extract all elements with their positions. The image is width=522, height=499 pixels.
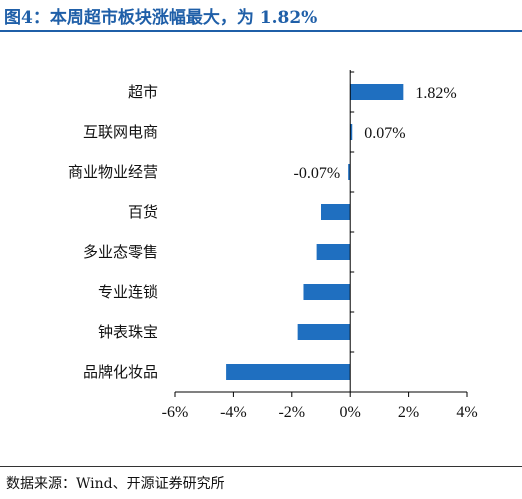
x-tick-label: -4% <box>220 404 247 421</box>
source-note: 数据来源：Wind、开源证券研究所 <box>6 476 225 492</box>
x-tick-label: -2% <box>278 404 305 421</box>
category-label: 钟表珠宝 <box>98 323 158 341</box>
x-tick-label: 4% <box>456 404 477 421</box>
bar <box>297 324 351 340</box>
chart-title: 图4：本周超市板块涨幅最大，为 1.82% <box>4 8 318 28</box>
bar-chart: 超市 1.82% 互联网电商 0.07% 商业物业经营 -0.07% 百货多业态零售专业连锁… <box>68 70 478 421</box>
bar <box>321 204 351 220</box>
bar <box>316 244 351 260</box>
category-label: 超市 <box>128 83 158 101</box>
title-bar: 图4：本周超市板块涨幅最大，为 1.82% <box>0 0 522 32</box>
data-label: 1.82% <box>415 85 456 102</box>
bar <box>350 124 353 140</box>
category-label: 品牌化妆品 <box>83 363 158 381</box>
x-tick-label: 0% <box>340 404 361 421</box>
bar <box>226 364 351 380</box>
bar <box>348 164 351 180</box>
title-divider <box>0 30 522 32</box>
category-label: 多业态零售 <box>83 243 158 261</box>
category-label: 专业连锁 <box>98 283 158 301</box>
category-label: 百货 <box>128 203 158 221</box>
x-tick-label: -6% <box>162 404 189 421</box>
data-label: 0.07% <box>364 125 405 142</box>
bar <box>350 84 404 100</box>
data-label: -0.07% <box>293 165 340 182</box>
x-tick-label: 2% <box>398 404 419 421</box>
bar <box>303 284 351 300</box>
source-divider <box>0 466 522 467</box>
category-label: 商业物业经营 <box>68 163 158 181</box>
category-label: 互联网电商 <box>83 123 158 141</box>
